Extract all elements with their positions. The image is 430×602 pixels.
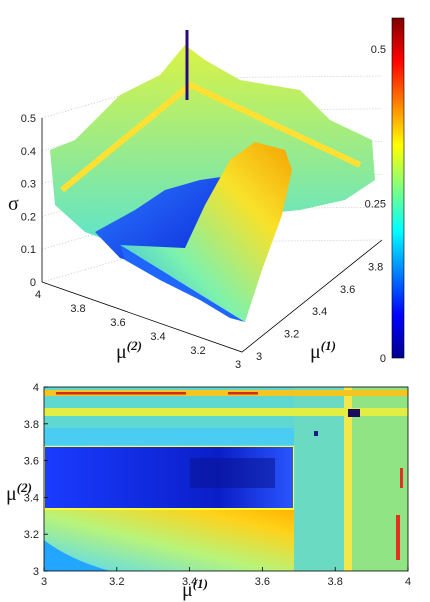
mu2-sup: (2) — [127, 338, 142, 353]
hm-yellow-col — [344, 387, 352, 571]
heatmap-panel: 3 3.2 3.4 3.6 3.8 433.23.43.63.84 μ(2) μ(1) — [6, 382, 411, 601]
hm-top-band-1 — [44, 390, 408, 396]
grid-line — [41, 75, 383, 119]
hm-red-col-2 — [400, 468, 403, 488]
mu1-label: μ(1) — [310, 338, 336, 363]
mu1-tick-label: 3.6 — [340, 284, 355, 296]
hm-red-streak-1 — [56, 392, 186, 395]
mu2-tick-label: 3.4 — [150, 331, 165, 343]
hm-well-top-band — [44, 428, 294, 446]
hm-y-tick-label: 3 — [33, 566, 39, 578]
grid-line — [41, 239, 383, 283]
ridge-surface — [120, 142, 292, 322]
hm-mu1-sup: (1) — [193, 576, 208, 591]
hm-dark-spot-2 — [314, 431, 318, 436]
z-tick-label: 0.2 — [21, 211, 36, 223]
colorbar — [391, 17, 405, 359]
z-tick-label: 0 — [30, 277, 36, 289]
hm-y-tick-label: 4 — [33, 382, 39, 394]
hm-red-col-1 — [396, 515, 400, 560]
hm-x-tick-label: 3.8 — [328, 576, 343, 588]
hm-x-tick-label: 3 — [41, 576, 47, 588]
mu1-tick-label: 3 — [256, 351, 262, 363]
hm-dark-spot — [348, 409, 360, 417]
surface-axes — [41, 118, 383, 353]
surface-plot — [50, 30, 375, 322]
mu2-tick-label: 3.2 — [190, 345, 205, 357]
surface-panel: 00.10.20.30.40.5 33.23.43.63.84 33.23.43… — [8, 17, 405, 371]
hm-mu2-sup: (2) — [17, 480, 32, 495]
heatmap-image — [44, 387, 408, 571]
hm-ridge — [44, 509, 294, 571]
mu2-axis-ticks: 3 3.2 3.4 3.6 3.8 4 — [35, 289, 241, 371]
mu1-symbol: μ — [310, 341, 321, 363]
z-tick-label: 0.1 — [21, 244, 36, 256]
mu1-tick-label: 3.8 — [368, 261, 383, 273]
hm-mu1-symbol: μ — [182, 579, 193, 601]
colorbar-ticks: 0 0.25 0.5 — [365, 44, 386, 365]
hm-top-band-2 — [44, 408, 408, 416]
mu2-tick-label: 3.6 — [110, 317, 125, 329]
hm-right-strip — [294, 387, 344, 571]
sigma-label: σ — [8, 193, 19, 215]
hm-y-tick-label: 3.8 — [24, 419, 39, 431]
colorbar-tick-label: 0.5 — [371, 44, 386, 56]
hm-mu2-symbol: μ — [6, 483, 17, 505]
heatmap-xlabel: μ(1) — [182, 576, 208, 601]
hm-x-tick-label: 3.2 — [109, 576, 124, 588]
hm-dark-core — [190, 458, 275, 488]
ridge-front — [120, 245, 245, 322]
grid-line — [41, 206, 383, 250]
hm-y-tick-label: 3.4 — [24, 492, 39, 504]
hm-x-tick-label: 3.4 — [182, 576, 197, 588]
z-tick-label: 0.5 — [21, 113, 36, 125]
mu2-label: μ(2) — [116, 338, 142, 363]
hm-red-streak-2 — [228, 392, 258, 395]
mu2-symbol: μ — [116, 341, 127, 363]
heatmap-ticks: 3 3.2 3.4 3.6 3.8 4 3 3.2 3.4 3.6 3.8 4 — [24, 382, 411, 588]
hm-y-tick-label: 3.6 — [24, 456, 39, 468]
heatmap-ylabel: μ(2) — [6, 480, 32, 505]
colorbar-tick-label: 0 — [380, 353, 386, 365]
mu1-tick-label: 3.4 — [312, 306, 327, 318]
hm-x-tick-label: 4 — [405, 576, 411, 588]
z-axis-ticks: 0 0.1 0.2 0.3 0.4 0.5 — [21, 113, 36, 289]
mu2-tick-label: 4 — [35, 289, 41, 301]
hm-y-tick-label: 3.2 — [24, 529, 39, 541]
z-tick-label: 0.3 — [21, 179, 36, 191]
mu2-tick-label: 3 — [235, 359, 241, 371]
hm-x-tick-label: 3.6 — [255, 576, 270, 588]
mu2-tick-label: 3.8 — [70, 303, 85, 315]
chaotic-plateau — [50, 45, 375, 245]
colorbar-tick-label: 0.25 — [365, 198, 386, 210]
mu1-tick-label: 3.2 — [284, 329, 299, 341]
heatmap-frame — [43, 386, 409, 572]
hm-ridge-corner — [44, 540, 110, 571]
plateau-ridge-line — [60, 81, 362, 193]
mu1-sup: (1) — [321, 338, 336, 353]
z-tick-label: 0.4 — [21, 146, 36, 158]
